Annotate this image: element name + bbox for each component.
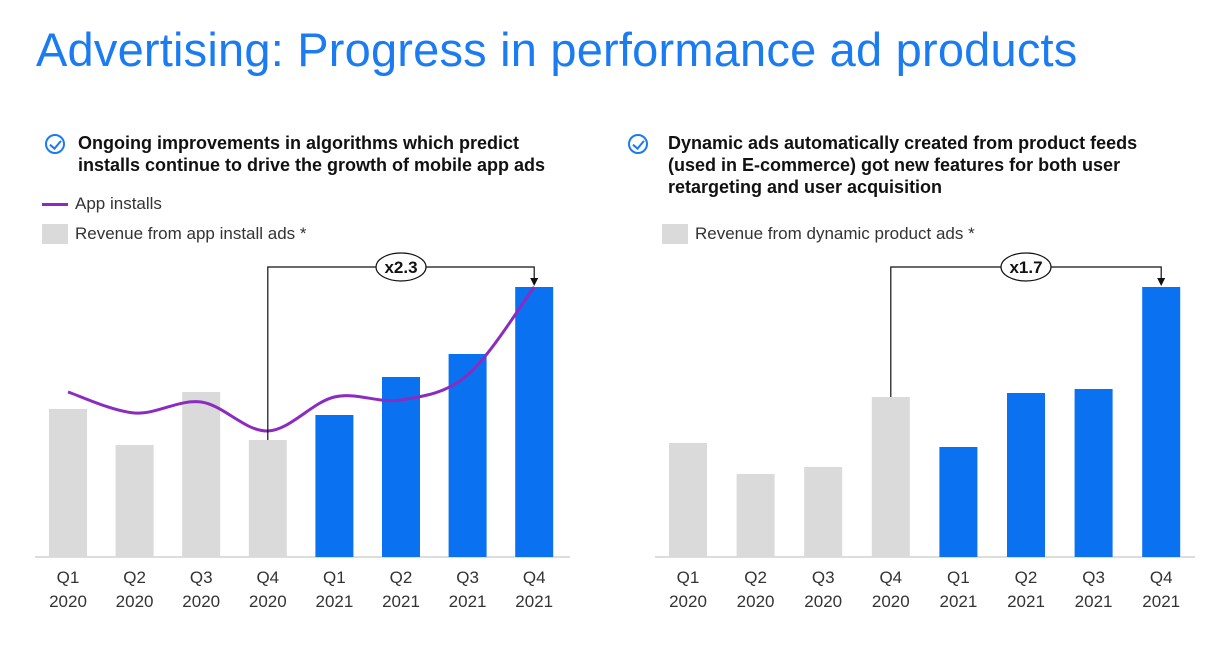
- x-tick-quarter: Q2: [1015, 568, 1038, 587]
- x-tick-year: 2021: [1142, 592, 1180, 611]
- bar-q2-2020: [736, 474, 775, 557]
- growth-bracket: [890, 266, 1162, 397]
- x-tick-quarter: Q4: [879, 568, 902, 587]
- legend-app-installs: App installs: [75, 194, 162, 213]
- bullet-line: retargeting and user acquisition: [668, 177, 943, 197]
- x-tick-year: 2020: [804, 592, 842, 611]
- x-tick-year: 2020: [49, 592, 87, 611]
- x-tick-year: 2021: [939, 592, 977, 611]
- x-tick-quarter: Q3: [1082, 568, 1105, 587]
- bar-q4-2021: [1142, 287, 1181, 557]
- x-tick-quarter: Q1: [57, 568, 80, 587]
- bar-q1-2021: [939, 447, 978, 557]
- growth-label: x2.3: [384, 258, 417, 277]
- x-tick-quarter: Q2: [744, 568, 767, 587]
- legend-line-swatch: [42, 203, 68, 206]
- x-tick-year: 2020: [872, 592, 910, 611]
- bar-q3-2021: [1074, 389, 1113, 557]
- x-tick-quarter: Q3: [812, 568, 835, 587]
- x-tick-quarter: Q4: [256, 568, 279, 587]
- growth-label: x1.7: [1009, 258, 1042, 277]
- bullet-line: installs continue to drive the growth of…: [78, 155, 546, 175]
- legend-bar-swatch: [42, 224, 68, 244]
- bullet-line: Dynamic ads automatically created from p…: [668, 133, 1138, 153]
- bar-q2-2020: [115, 445, 154, 557]
- page-title: Advertising: Progress in performance ad …: [36, 23, 1078, 76]
- x-tick-quarter: Q3: [456, 568, 479, 587]
- bar-q1-2021: [315, 415, 354, 557]
- bar-q2-2021: [382, 377, 420, 557]
- x-tick-year: 2020: [249, 592, 287, 611]
- legend-revenue-dynamic: Revenue from dynamic product ads *: [695, 224, 975, 243]
- legend-revenue-app-install: Revenue from app install ads *: [75, 224, 307, 243]
- bar-q1-2020: [669, 443, 707, 557]
- bar-q3-2021: [448, 354, 487, 557]
- x-tick-quarter: Q1: [677, 568, 700, 587]
- bar-q4-2020: [871, 397, 910, 557]
- x-tick-year: 2021: [1007, 592, 1045, 611]
- x-tick-quarter: Q2: [390, 568, 413, 587]
- arrow-down-icon: [530, 278, 539, 286]
- bar-q2-2021: [1007, 393, 1045, 557]
- x-tick-year: 2020: [737, 592, 775, 611]
- x-tick-year: 2021: [449, 592, 487, 611]
- x-tick-year: 2021: [315, 592, 353, 611]
- bar-q1-2020: [49, 409, 87, 557]
- bar-q4-2021: [515, 287, 554, 557]
- check-circle-icon: [628, 134, 648, 154]
- right-bullet: Dynamic ads automatically created from p…: [668, 132, 1137, 198]
- left-bullet: Ongoing improvements in algorithms which…: [78, 132, 545, 176]
- x-tick-year: 2021: [515, 592, 553, 611]
- x-tick-quarter: Q3: [190, 568, 213, 587]
- x-tick-quarter: Q1: [323, 568, 346, 587]
- x-tick-year: 2020: [116, 592, 154, 611]
- x-tick-quarter: Q1: [947, 568, 970, 587]
- bullet-line: Ongoing improvements in algorithms which…: [78, 133, 520, 153]
- app-installs-line: [67, 286, 536, 433]
- x-tick-quarter: Q4: [523, 568, 546, 587]
- bullet-line: (used in E-commerce) got new features fo…: [668, 155, 1121, 175]
- check-circle-icon: [45, 134, 65, 154]
- x-tick-year: 2021: [1075, 592, 1113, 611]
- x-tick-year: 2020: [182, 592, 220, 611]
- x-tick-quarter: Q2: [123, 568, 146, 587]
- growth-badge: [375, 252, 427, 282]
- x-tick-year: 2021: [382, 592, 420, 611]
- arrow-down-icon: [1157, 278, 1166, 286]
- legend-bar-swatch: [662, 224, 688, 244]
- bar-q4-2020: [248, 440, 287, 557]
- bar-q3-2020: [804, 467, 843, 557]
- bar-q3-2020: [182, 392, 221, 557]
- growth-badge: [1000, 252, 1052, 282]
- x-tick-year: 2020: [669, 592, 707, 611]
- x-tick-quarter: Q4: [1150, 568, 1173, 587]
